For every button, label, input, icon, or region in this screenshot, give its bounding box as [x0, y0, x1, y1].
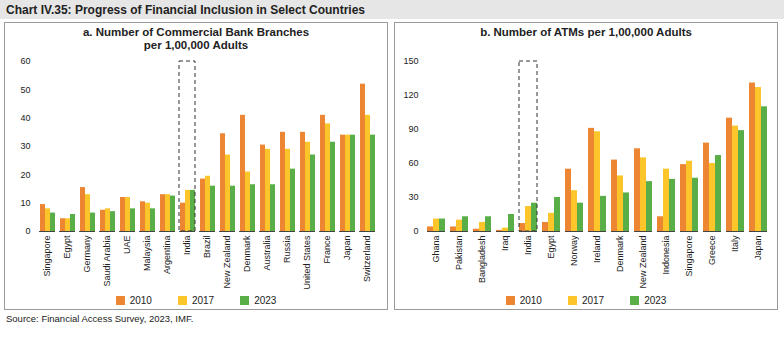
- svg-text:Singapore: Singapore: [42, 236, 52, 277]
- svg-text:Egypt: Egypt: [546, 235, 556, 259]
- svg-text:Singapore: Singapore: [684, 236, 694, 277]
- svg-text:Japan: Japan: [342, 236, 352, 261]
- svg-text:Greece: Greece: [707, 236, 717, 266]
- svg-text:150: 150: [403, 56, 418, 66]
- svg-text:Pakistan: Pakistan: [454, 236, 464, 271]
- svg-text:India: India: [182, 236, 192, 256]
- svg-text:Malaysia: Malaysia: [142, 236, 152, 272]
- svg-text:Germany: Germany: [82, 235, 92, 273]
- svg-text:Australia: Australia: [262, 236, 272, 271]
- svg-text:Ghana: Ghana: [431, 236, 441, 263]
- svg-text:40: 40: [20, 113, 30, 123]
- svg-text:30: 30: [20, 141, 30, 151]
- html-text:2023: 2023: [644, 294, 667, 306]
- svg-text:Norway: Norway: [569, 235, 579, 266]
- svg-text:New Zealand: New Zealand: [222, 236, 232, 289]
- html-text:a. Number of Commercial Bank B: a. Number of Commercial Bank Branches pe…: [82, 26, 310, 51]
- svg-text:10: 10: [20, 198, 30, 208]
- svg-text:Denmark: Denmark: [615, 235, 625, 272]
- svg-text:Russia: Russia: [282, 236, 292, 264]
- svg-text:India: India: [523, 236, 533, 256]
- svg-text:Saudi Arabia: Saudi Arabia: [102, 236, 112, 287]
- svg-text:120: 120: [403, 90, 418, 100]
- svg-text:Denmark: Denmark: [242, 235, 252, 272]
- svg-text:United States: United States: [302, 235, 312, 290]
- html-text:2023: 2023: [254, 294, 277, 306]
- svg-text:Switzerland: Switzerland: [362, 236, 372, 283]
- svg-text:90: 90: [408, 124, 418, 134]
- html-text:2010: 2010: [129, 294, 152, 306]
- svg-text:30: 30: [408, 192, 418, 202]
- svg-text:60: 60: [20, 56, 30, 66]
- svg-text:Egypt: Egypt: [62, 235, 72, 259]
- svg-text:Iraq: Iraq: [500, 236, 510, 252]
- html-text:Source: Financial Access Surve: Source: Financial Access Survey, 2023, I…: [6, 313, 194, 324]
- svg-text:Italy: Italy: [730, 235, 740, 252]
- svg-text:Japan: Japan: [753, 236, 763, 261]
- html-text:Chart IV.35: Progress of Finan: Chart IV.35: Progress of Financial Inclu…: [6, 3, 365, 17]
- svg-text:20: 20: [20, 170, 30, 180]
- svg-text:Brazil: Brazil: [202, 236, 212, 259]
- svg-text:Indonesia: Indonesia: [661, 236, 671, 275]
- svg-text:UAE: UAE: [122, 236, 132, 255]
- html-text:2010: 2010: [519, 294, 542, 306]
- html-text:b. Number of ATMs per 1,00,000: b. Number of ATMs per 1,00,000 Adults: [480, 26, 692, 38]
- svg-text:0: 0: [25, 226, 30, 236]
- html-text:2017: 2017: [191, 294, 215, 306]
- svg-text:50: 50: [20, 85, 30, 95]
- svg-text:Bangladesh: Bangladesh: [477, 236, 487, 284]
- svg-text:Argentina: Argentina: [162, 236, 172, 275]
- html-text:2017: 2017: [581, 294, 605, 306]
- svg-text:New Zealand: New Zealand: [638, 236, 648, 289]
- svg-text:0: 0: [413, 226, 418, 236]
- svg-text:60: 60: [408, 158, 418, 168]
- svg-text:Ireland: Ireland: [592, 236, 602, 264]
- svg-text:France: France: [322, 236, 332, 264]
